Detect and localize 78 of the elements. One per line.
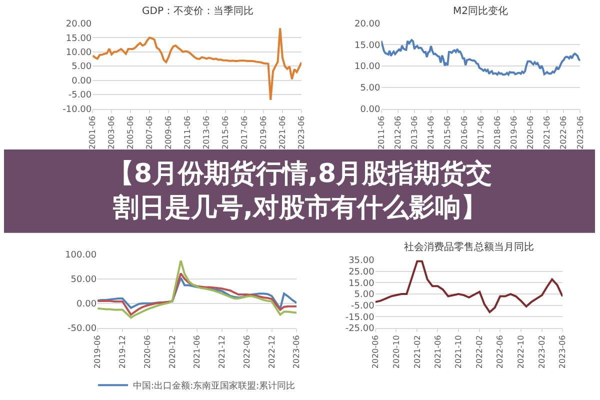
y-tick-label: 5.00 bbox=[354, 290, 375, 300]
x-tick-label: 2020-10 bbox=[392, 335, 401, 369]
y-tick-label: 10.00 bbox=[354, 62, 381, 72]
text: 【8月份期货行情,8月股指期货交割日是几号,对股市有什么影响】 bbox=[108, 159, 492, 223]
x-tick-label: 2020-06 bbox=[143, 335, 152, 369]
y-tick-label: 50.00 bbox=[70, 274, 97, 285]
y-tick-label: 0.00 bbox=[360, 104, 381, 115]
x-tick-label: 2022-06 bbox=[559, 116, 568, 150]
y-tick-label: -50.00 bbox=[68, 324, 97, 334]
x-tick-label: 2023-06 bbox=[292, 335, 302, 369]
x-tick-label: 2019-12 bbox=[118, 335, 128, 369]
y-tick-label: 0.00 bbox=[76, 300, 97, 310]
line-series bbox=[98, 276, 297, 310]
y-tick-label: -10.00 bbox=[62, 104, 92, 115]
x-tick-label: 2023-06 bbox=[297, 116, 306, 150]
y-tick-label: -15.00 bbox=[345, 312, 375, 323]
legend-label: 中国:出口金额:东南亚国家联盟:累计同比 bbox=[133, 380, 296, 392]
x-tick-label: 2003-06 bbox=[107, 116, 116, 150]
line-series bbox=[375, 260, 562, 314]
x-tick-label: 2020-06 bbox=[370, 335, 380, 369]
y-tick-label: 15.00 bbox=[66, 34, 92, 44]
y-tick-label: 100.00 bbox=[65, 250, 97, 260]
x-tick-label: 2023-06 bbox=[576, 116, 585, 150]
x-tick-label: 2005-06 bbox=[126, 116, 136, 150]
x-tick-label: 2007-06 bbox=[145, 116, 154, 150]
x-tick-label: 2019-06 bbox=[93, 335, 102, 369]
x-tick-label: 2001-06 bbox=[88, 116, 98, 150]
y-tick-label: 10.00 bbox=[66, 48, 92, 58]
x-tick-label: 2018-06 bbox=[492, 116, 502, 150]
x-tick-label: 2011-06 bbox=[183, 116, 192, 150]
x-tick-label: 2021-10 bbox=[454, 335, 464, 369]
x-tick-label: 2023-06 bbox=[558, 335, 568, 369]
chart-title: GDP：不变价：当季同比 bbox=[142, 5, 254, 17]
x-tick-label: 2021-06 bbox=[542, 116, 552, 150]
y-tick-label: 5.00 bbox=[72, 62, 92, 72]
x-tick-label: 2021-02 bbox=[412, 335, 422, 369]
x-tick-label: 2012-06 bbox=[393, 116, 402, 150]
x-tick-label: 2022-12 bbox=[267, 335, 276, 369]
x-tick-label: 2014-06 bbox=[426, 116, 436, 150]
line-series bbox=[98, 260, 297, 319]
x-tick-label: 2013-06 bbox=[410, 116, 420, 150]
x-tick-label: 2021-06 bbox=[433, 335, 442, 369]
y-tick-label: 0.00 bbox=[72, 76, 92, 86]
x-tick-label: 2017-06 bbox=[240, 116, 250, 150]
chart-title: 社会消费品零售总额当月同比 bbox=[404, 241, 534, 253]
line-series bbox=[98, 272, 297, 316]
x-tick-label: 2020-12 bbox=[168, 335, 177, 369]
x-tick-label: 2009-06 bbox=[164, 116, 174, 150]
chart-title: M2同比变化 bbox=[453, 5, 508, 17]
y-tick-label: 5.00 bbox=[360, 84, 381, 94]
line-series bbox=[92, 27, 302, 101]
x-tick-label: 2019-06 bbox=[259, 116, 268, 150]
x-tick-label: 2022-06 bbox=[496, 335, 505, 369]
y-tick-label: -5.00 bbox=[351, 302, 375, 312]
x-tick-label: 2015-06 bbox=[443, 116, 452, 150]
y-tick-label: 25.00 bbox=[348, 268, 375, 278]
x-tick-label: 2017-06 bbox=[476, 116, 486, 150]
y-tick-label: 15.00 bbox=[354, 40, 381, 51]
y-tick-label: -5.00 bbox=[68, 90, 92, 101]
x-tick-label: 2011-06 bbox=[376, 116, 386, 150]
y-tick-label: 20.00 bbox=[66, 20, 92, 30]
y-tick-label: 35.00 bbox=[348, 256, 375, 266]
x-tick-label: 2021-06 bbox=[192, 335, 202, 369]
y-tick-label: 15.00 bbox=[348, 278, 375, 289]
x-tick-label: 2019-06 bbox=[510, 116, 519, 150]
x-tick-label: 2022-10 bbox=[516, 335, 526, 369]
line-series bbox=[381, 39, 580, 76]
x-tick-label: 2020-06 bbox=[526, 116, 536, 150]
x-tick-label: 2023-02 bbox=[538, 335, 547, 369]
x-tick-label: 2021-06 bbox=[278, 116, 288, 150]
x-tick-label: 2013-06 bbox=[202, 116, 212, 150]
x-tick-label: 2022-02 bbox=[475, 335, 484, 369]
x-tick-label: 2021-12 bbox=[218, 335, 227, 369]
x-tick-label: 2015-06 bbox=[221, 116, 230, 150]
x-tick-label: 2022-06 bbox=[242, 335, 252, 369]
x-tick-label: 2016-06 bbox=[460, 116, 469, 150]
y-tick-label: 20.00 bbox=[354, 20, 381, 30]
y-tick-label: -25.00 bbox=[345, 324, 375, 334]
